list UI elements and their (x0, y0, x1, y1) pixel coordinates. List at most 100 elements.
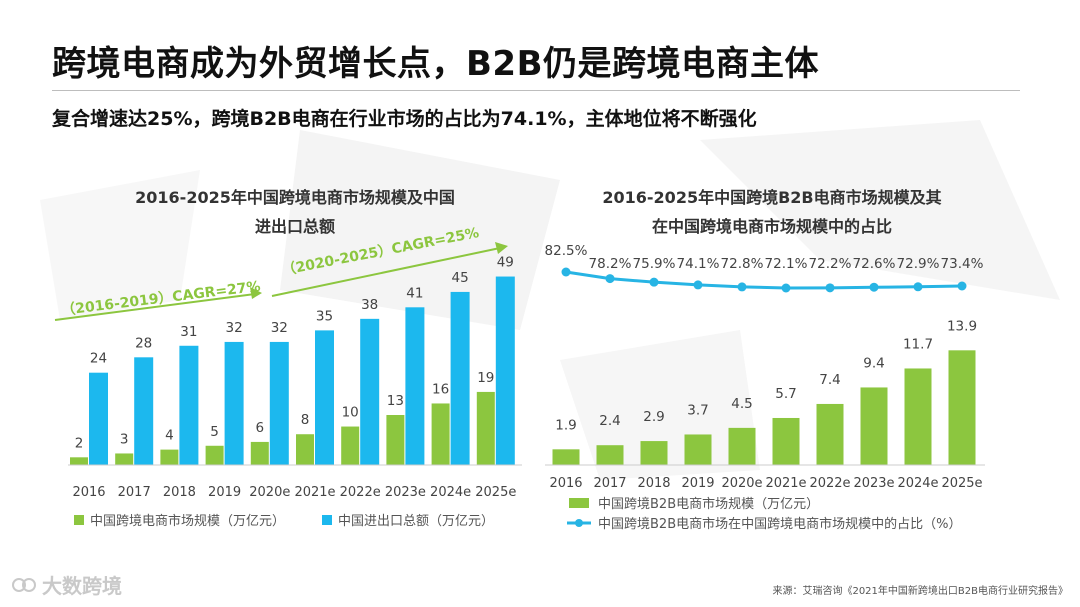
brand-logo-text: 大数跨境 (42, 574, 122, 598)
right-label-b2b-2025e: 13.9 (947, 318, 977, 334)
left-tick-2020e: 2020e (249, 485, 290, 500)
left-label-cbec-2017: 3 (120, 431, 129, 447)
left-bar-cbec-2018 (160, 449, 179, 465)
brand-logo: 大数跨境 (12, 570, 122, 599)
left-tick-2023e: 2023e (385, 485, 426, 500)
right-label-b2b-2022e: 7.4 (819, 372, 840, 388)
left-chart: 2016-2025年中国跨境电商市场规模及中国 进出口总额 2243284315… (54, 188, 522, 529)
left-tick-2021e: 2021e (294, 485, 335, 500)
left-bar-import-export-2017 (134, 357, 154, 465)
right-chart-share-line: 82.5%78.2% 75.9% 74.1% 72.8% 72.1% 72.2% 72.6%… (545, 243, 984, 293)
right-chart-bars: 1.9 2.4 2.9 3.7 4.5 5.7 7.4 9.4 11.7 13.9 (552, 318, 977, 465)
right-bar-b2b-2017 (596, 445, 624, 465)
left-label-import-export-2023e: 41 (406, 285, 423, 301)
right-chart-x-ticks: 2016 2017 2018 2019 2020e 2021e 2022e 2023e 2024… (549, 476, 982, 491)
cagr-label-2016-2019: （2016-2019）CAGR=27% (61, 279, 262, 319)
right-chart-title-line2: 在中国跨境电商市场规模中的占比 (652, 217, 892, 236)
left-tick-2025e: 2025e (475, 485, 516, 500)
left-bar-cbec-2021e (296, 434, 314, 465)
right-share-point-2020e (737, 282, 747, 292)
right-label-b2b-2024e: 11.7 (903, 336, 933, 352)
left-chart-x-ticks: 2016 2017 2018 2019 2020e 2021e 2022e 2023e 2024… (72, 485, 516, 500)
right-chart: 2016-2025年中国跨境B2B电商市场规模及其 在中国跨境电商市场规模中的占… (545, 188, 985, 532)
right-share-point-2018 (649, 277, 659, 287)
right-share-point-2021e (781, 283, 791, 293)
left-label-cbec-2018: 4 (165, 428, 174, 444)
left-tick-2016: 2016 (72, 485, 105, 500)
right-share-label-2018: 75.9% (633, 256, 676, 272)
cagr-arrowhead-2 (495, 242, 508, 254)
left-chart-title-line1: 2016-2025年中国跨境电商市场规模及中国 (135, 188, 455, 207)
right-share-point-2023e (869, 282, 879, 292)
right-label-b2b-2016: 1.9 (555, 417, 576, 433)
right-share-label-2024e: 72.9% (897, 256, 940, 272)
left-label-cbec-2016: 2 (75, 435, 84, 451)
right-share-label-2022e: 72.2% (809, 256, 852, 272)
left-label-import-export-2018: 31 (180, 324, 197, 340)
left-bar-cbec-2019 (205, 445, 224, 465)
left-label-cbec-2021e: 8 (301, 412, 310, 428)
left-tick-2022e: 2022e (340, 485, 381, 500)
cagr-arrow-line-2 (271, 247, 501, 297)
right-tick-2023e: 2023e (853, 476, 894, 491)
right-share-label-2021e: 72.1% (765, 256, 808, 272)
left-bar-import-export-2025e (495, 276, 515, 465)
left-label-import-export-2016: 24 (90, 351, 107, 367)
left-bar-import-export-2021e (315, 330, 334, 465)
left-label-import-export-2024e: 45 (452, 270, 469, 286)
right-tick-2016: 2016 (549, 476, 582, 491)
legend-swatch-cbec-scale (74, 515, 84, 525)
legend-label-cbec-scale: 中国跨境电商市场规模（万亿元） (90, 513, 285, 529)
right-bar-b2b-2025e (948, 350, 976, 465)
right-label-b2b-2021e: 5.7 (775, 386, 796, 402)
left-bar-cbec-2023e (386, 415, 405, 465)
legend-label-import-export: 中国进出口总额（万亿元） (338, 514, 494, 529)
right-tick-2025e: 2025e (941, 476, 982, 491)
right-bar-b2b-2023e (860, 387, 888, 465)
right-share-point-2016 (561, 267, 571, 277)
left-label-cbec-2025e: 19 (477, 370, 494, 386)
left-label-cbec-2024e: 16 (432, 381, 449, 397)
right-share-point-2024e (913, 282, 923, 292)
right-label-b2b-2019: 3.7 (687, 402, 708, 418)
right-tick-2019: 2019 (681, 476, 714, 491)
left-bar-cbec-2020e (250, 441, 269, 465)
left-bar-import-export-2024e (450, 291, 470, 465)
right-bar-b2b-2018 (640, 441, 668, 465)
right-tick-2018: 2018 (637, 476, 670, 491)
right-tick-2022e: 2022e (809, 476, 850, 491)
right-share-polyline (565, 270, 963, 290)
left-bar-import-export-2023e (405, 307, 425, 465)
right-bar-b2b-2021e (772, 417, 800, 465)
right-share-point-2025e (957, 281, 967, 291)
left-bar-cbec-2025e (476, 391, 495, 465)
left-tick-2019: 2019 (208, 485, 241, 500)
right-bar-b2b-2022e (816, 403, 844, 465)
right-bar-b2b-2016 (552, 449, 580, 465)
left-chart-title-line2: 进出口总额 (255, 217, 335, 236)
right-label-b2b-2020e: 4.5 (731, 396, 752, 412)
right-share-label-2023e: 72.6% (853, 256, 896, 272)
slide-title: 跨境电商成为外贸增长点，B2B仍是跨境电商主体 (52, 44, 819, 84)
left-bar-import-export-2016 (89, 372, 108, 465)
left-label-import-export-2017: 28 (135, 335, 152, 351)
right-label-b2b-2017: 2.4 (599, 413, 620, 429)
left-label-import-export-2022e: 38 (361, 297, 378, 313)
left-tick-2017: 2017 (118, 485, 151, 500)
right-share-point-2022e (825, 283, 835, 293)
right-share-label-2025e: 73.4% (941, 256, 984, 272)
legend-swatch-b2b-scale (569, 498, 589, 508)
left-bar-import-export-2020e (269, 341, 289, 465)
left-bar-cbec-2016 (70, 457, 88, 465)
left-label-import-export-2019: 32 (226, 320, 243, 336)
source-note: 来源：艾瑞咨询《2021年中国新跨境出口B2B电商行业研究报告》 (772, 586, 1068, 597)
right-label-b2b-2018: 2.9 (643, 409, 664, 425)
left-label-cbec-2020e: 6 (256, 420, 265, 436)
legend-swatch-import-export (322, 515, 332, 525)
right-tick-2021e: 2021e (765, 476, 806, 491)
brand-logo-icon (12, 577, 36, 592)
cagr-arrowhead-1 (250, 287, 262, 299)
left-label-cbec-2019: 5 (210, 424, 219, 440)
